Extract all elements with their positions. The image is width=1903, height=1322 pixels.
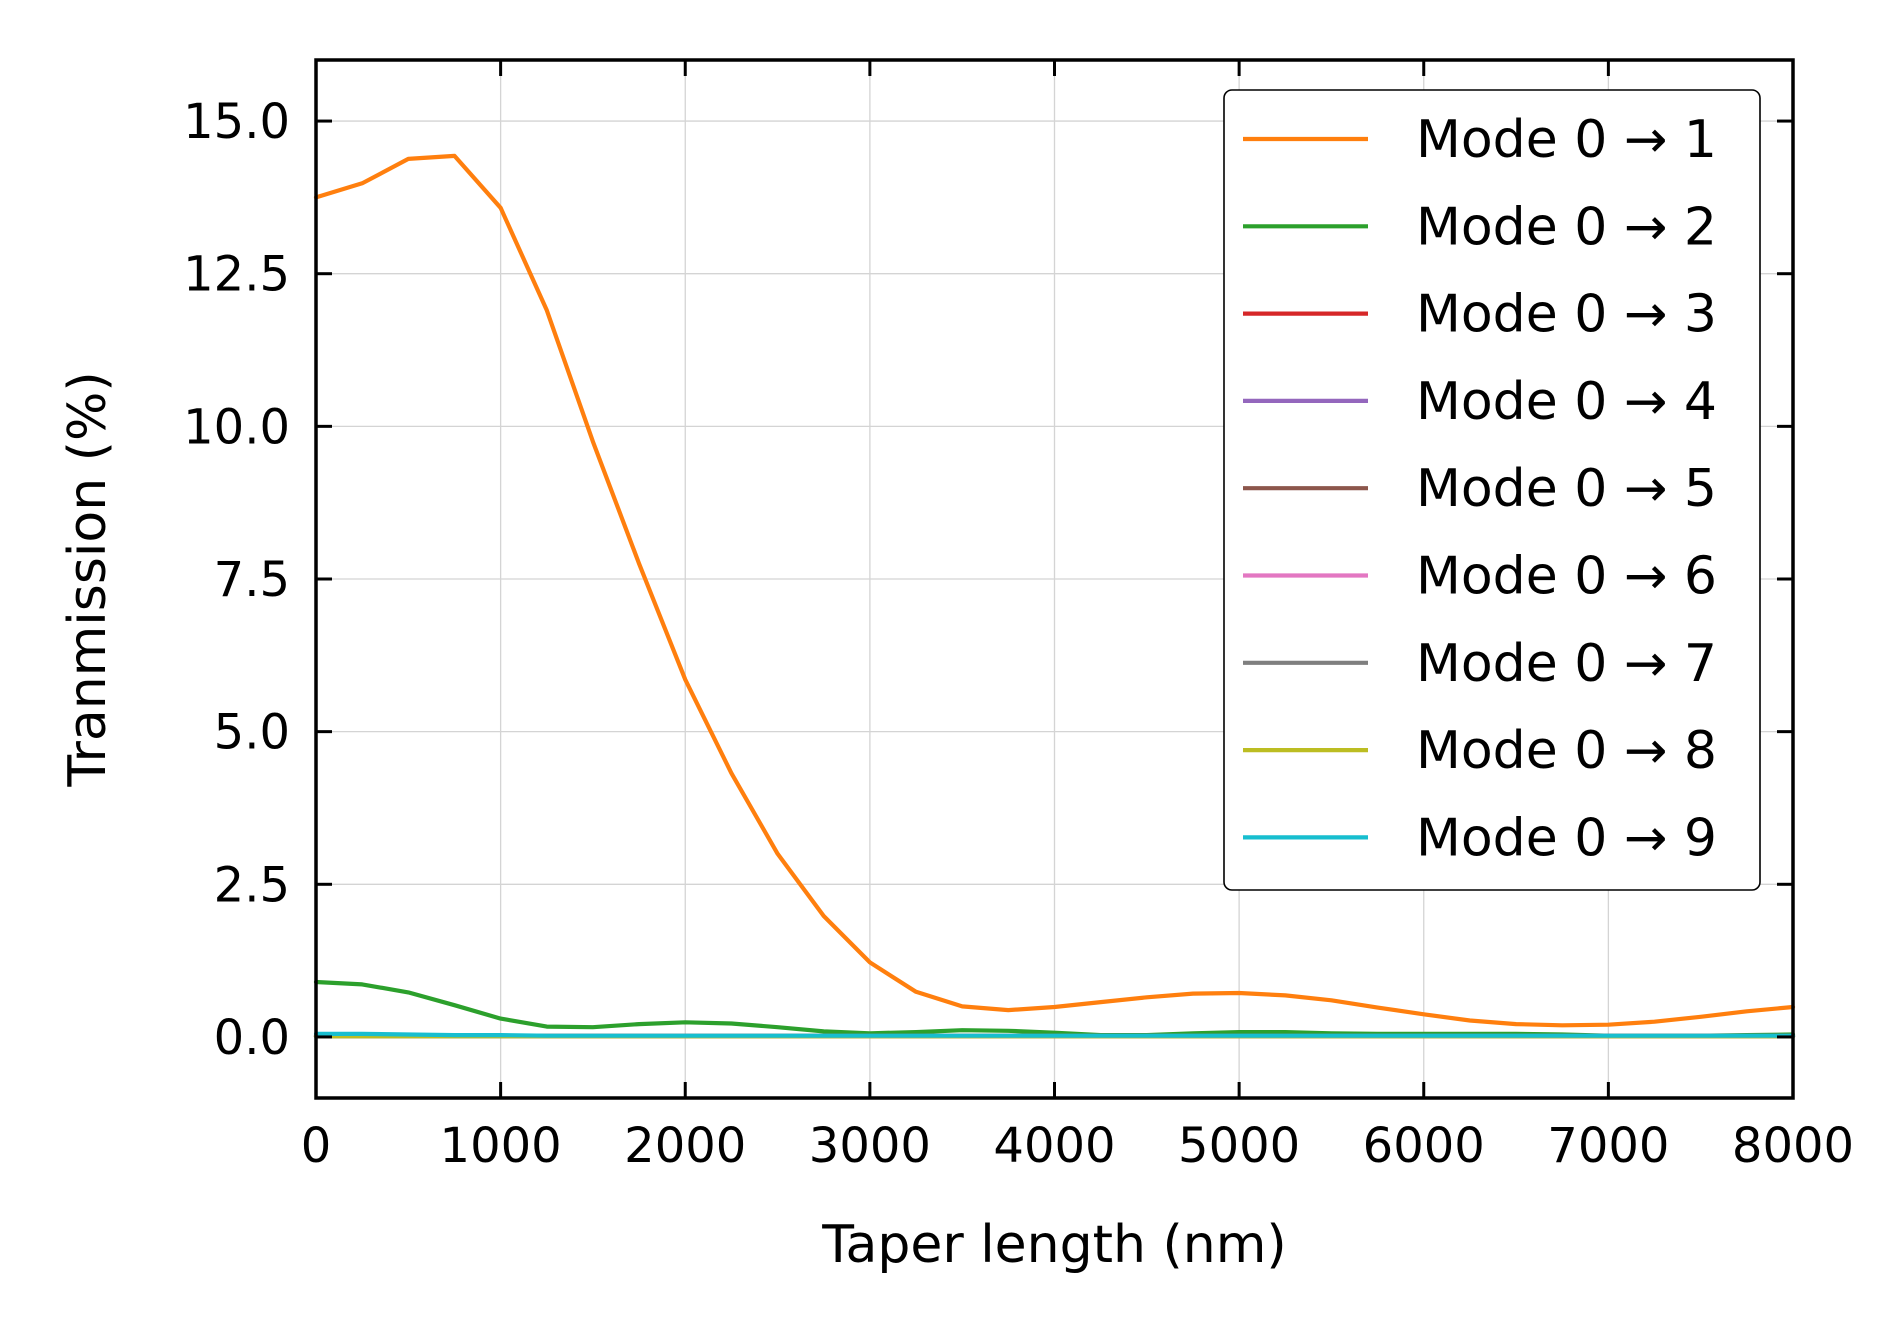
y-tick-label: 10.0 <box>183 399 290 455</box>
x-tick-label: 6000 <box>1363 1118 1485 1174</box>
ticks: 0 1000 2000 3000 4000 5000 6000 7000 8000 0.0 2.5 5… <box>183 60 1854 1174</box>
y-tick-label: 2.5 <box>214 857 290 913</box>
legend-label: Mode 0 → 7 <box>1416 634 1717 694</box>
legend-label: Mode 0 → 1 <box>1416 110 1717 170</box>
legend-frame <box>1223 89 1761 891</box>
y-tick-label: 12.5 <box>183 247 290 303</box>
x-tick-label: 5000 <box>1178 1118 1300 1174</box>
legend-label: Mode 0 → 3 <box>1416 285 1717 345</box>
y-tick-label: 7.5 <box>214 552 290 608</box>
x-tick-label: 1000 <box>440 1118 562 1174</box>
series-lines <box>313 153 1796 1039</box>
y-tick-label: 0.0 <box>214 1010 290 1066</box>
x-tick-label: 2000 <box>624 1118 746 1174</box>
legend-label: Mode 0 → 5 <box>1416 459 1717 519</box>
x-tick-label: 3000 <box>809 1118 931 1174</box>
legend-items: Mode 0 → 1 Mode 0 → 2 Mode 0 → 3 Mode 0 → 4… <box>1243 110 1717 868</box>
x-tick-label: 7000 <box>1547 1118 1669 1174</box>
y-axis-title: Tranmission (%) <box>58 371 118 787</box>
legend: Mode 0 → 1 Mode 0 → 2 Mode 0 → 3 Mode 0 → 4… <box>1223 89 1761 891</box>
legend-label: Mode 0 → 9 <box>1416 808 1717 868</box>
x-axis-title: Taper length (nm) <box>821 1215 1286 1275</box>
legend-label: Mode 0 → 2 <box>1416 197 1717 257</box>
y-tick-label: 15.0 <box>183 94 290 150</box>
legend-label: Mode 0 → 4 <box>1416 372 1717 432</box>
x-tick-label: 8000 <box>1732 1118 1854 1174</box>
series-line <box>313 1031 1796 1038</box>
series-line <box>313 153 1796 1028</box>
y-tick-label: 5.0 <box>214 705 290 761</box>
legend-label: Mode 0 → 8 <box>1416 721 1717 781</box>
x-tick-label: 0 <box>301 1118 332 1174</box>
x-tick-label: 4000 <box>993 1118 1115 1174</box>
legend-label: Mode 0 → 6 <box>1416 547 1717 607</box>
